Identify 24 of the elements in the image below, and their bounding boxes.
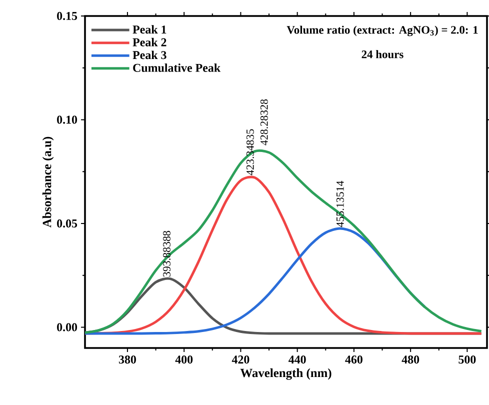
y-axis-title: Absorbance (a.u) (42, 136, 54, 228)
y-tick-label: 0.05 (57, 219, 78, 228)
legend-label: Cumulative Peak (133, 63, 221, 72)
annotation: 393.88388 (163, 230, 170, 277)
x-tick-label: 500 (458, 356, 476, 364)
y-tick-label: 0.00 (57, 323, 78, 332)
y-tick-label: 0.15 (57, 12, 78, 20)
annotation: Volume ratio (extract: AgNO$_{3}$) = 2.0: 1 (286, 26, 478, 36)
annotation: 24 hours (362, 50, 404, 58)
legend-label: Peak 2 (132, 38, 166, 46)
y-tick-label: 0.10 (57, 116, 78, 124)
x-tick-label: 480 (402, 356, 420, 364)
x-tick-label: 440 (288, 356, 306, 364)
x-tick-label: 380 (118, 356, 136, 364)
x-tick-label: 400 (175, 356, 193, 364)
legend-label: Peak 1 (132, 25, 166, 34)
annotation: 423.34835 (246, 129, 254, 176)
annotation: 428.28328 (260, 99, 268, 146)
x-tick-label: 420 (232, 356, 250, 364)
x-axis-title: Wavelength (nm) (240, 368, 332, 380)
x-tick-label: 460 (345, 356, 362, 364)
legend-label: Peak 3 (132, 50, 166, 60)
annotation: 455.13514 (336, 180, 344, 228)
line-series (85, 227, 426, 335)
